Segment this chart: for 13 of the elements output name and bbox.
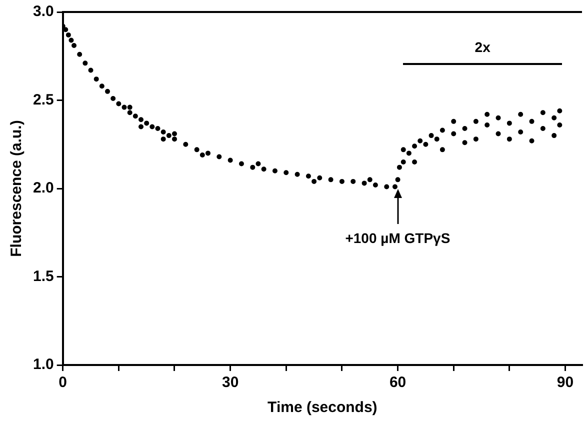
x-tick-label: 30: [222, 374, 239, 392]
y-tick-label: 1.0: [32, 356, 54, 374]
x-tick-label: 90: [556, 374, 574, 392]
x-tick-label: 0: [58, 374, 68, 392]
y-tick-label: 1.5: [32, 268, 54, 285]
annotation: 2x: [474, 39, 490, 56]
x-tick-label: 60: [389, 374, 406, 392]
y-tick-label: 2.0: [32, 180, 54, 197]
y-axis-title: Fluorescence (a.u.): [8, 120, 26, 257]
y-tick-label: 3.0: [32, 3, 54, 20]
annotation: +100 µM GTPγS: [345, 230, 450, 246]
x-axis-title: Time (seconds): [268, 399, 378, 416]
y-tick-label: 2.5: [32, 91, 54, 108]
